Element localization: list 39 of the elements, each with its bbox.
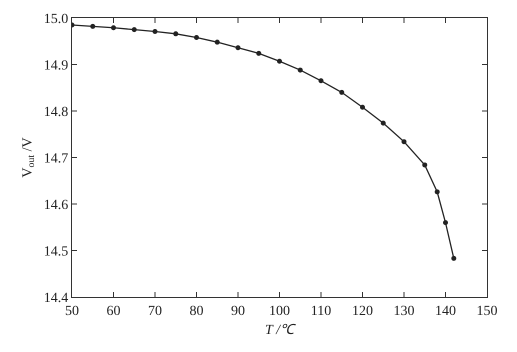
y-tick-label: 15.0 [44,12,68,27]
point [152,28,158,34]
point [173,31,178,36]
point [339,90,344,95]
x-tick-label: 100 [269,304,290,319]
point [194,35,199,40]
y-tick-label: 14.5 [44,244,68,260]
point [402,139,406,144]
x-axis-title: T /℃ [265,323,296,338]
point [360,104,365,110]
point [451,256,456,261]
point [132,27,137,32]
x-tick-label: 80 [190,304,204,319]
x-tick-label: 60 [106,304,120,319]
y-tick-label: 14.9 [44,58,68,74]
point [256,50,262,56]
x-tick-label: 90 [231,304,245,319]
point [298,68,303,73]
y-tick-label: 14.8 [44,104,68,120]
x-tick-label: 140 [435,304,456,319]
point [380,120,386,126]
point [443,220,448,226]
point [318,78,324,84]
y-tick-label: 14.7 [44,151,68,166]
y-tick-label: 14.6 [44,198,68,213]
x-tick-label: 150 [476,304,498,319]
point [90,24,96,29]
y-tick-label: 14.4 [44,290,68,306]
point [236,45,240,50]
x-tick-label: 120 [352,304,373,319]
point [422,162,428,168]
point [434,189,440,194]
x-tick-label: 50 [65,304,79,319]
x-tick-label: 110 [310,304,332,319]
point [214,40,220,45]
point [111,25,116,30]
x-tick-label: 70 [148,304,162,319]
point [277,58,282,64]
x-tick-label: 130 [394,304,414,319]
